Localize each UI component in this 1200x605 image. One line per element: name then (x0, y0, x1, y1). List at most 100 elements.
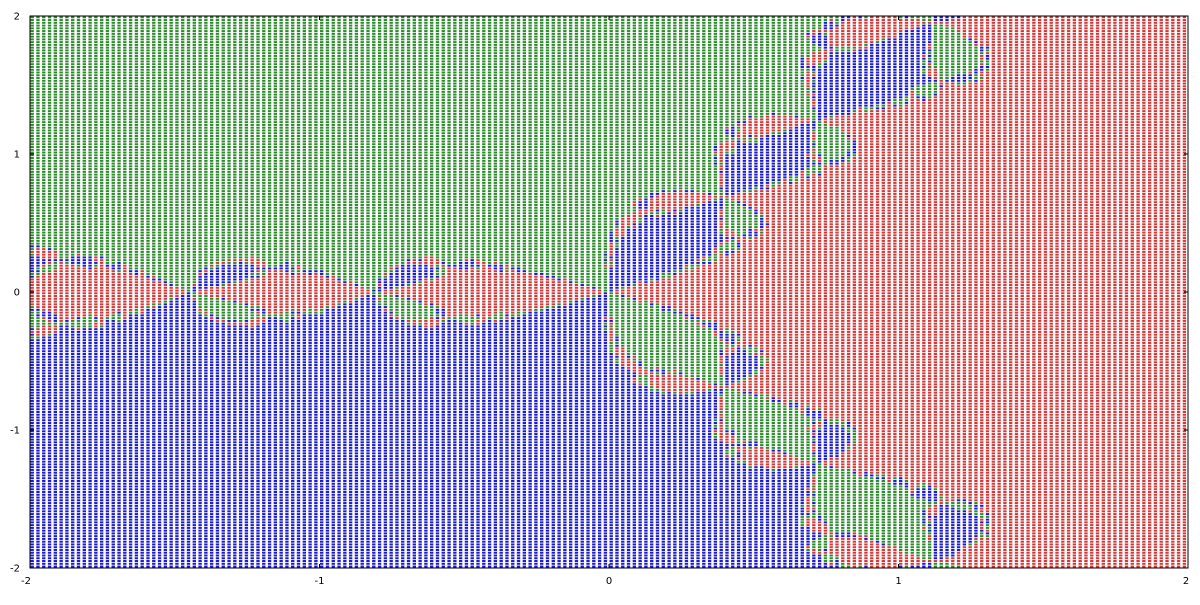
fractal-cell (1142, 16, 1145, 18)
fractal-cell (795, 66, 798, 68)
fractal-cell (1032, 72, 1035, 74)
fractal-cell (291, 36, 294, 38)
fractal-cell (748, 27, 751, 29)
fractal-cell (1021, 25, 1024, 27)
fractal-cell (557, 63, 560, 65)
fractal-cell (1183, 41, 1186, 43)
fractal-cell (997, 80, 1000, 82)
fractal-cell (511, 33, 514, 35)
fractal-cell (934, 80, 937, 82)
fractal-cell (575, 36, 578, 38)
fractal-cell (459, 80, 462, 82)
fractal-cell (372, 47, 375, 49)
fractal-cell (667, 30, 670, 32)
fractal-cell (528, 58, 531, 60)
fractal-cell (42, 47, 45, 49)
fractal-cell (662, 77, 665, 79)
fractal-cell (1055, 16, 1058, 18)
fractal-cell (499, 19, 502, 21)
fractal-cell (1142, 83, 1145, 85)
fractal-cell (83, 33, 86, 35)
fractal-cell (239, 77, 242, 79)
fractal-cell (222, 60, 225, 62)
fractal-cell (488, 63, 491, 65)
fractal-cell (806, 63, 809, 65)
fractal-cell (488, 27, 491, 29)
fractal-cell (882, 60, 885, 62)
fractal-cell (922, 49, 925, 51)
fractal-cell (135, 49, 138, 51)
fractal-cell (442, 69, 445, 71)
fractal-cell (957, 83, 960, 85)
fractal-cell (262, 33, 265, 35)
fractal-cell (471, 49, 474, 51)
fractal-cell (1067, 80, 1070, 82)
fractal-cell (308, 69, 311, 71)
fractal-cell (222, 77, 225, 79)
fractal-cell (1055, 22, 1058, 24)
fractal-cell (702, 30, 705, 32)
fractal-cell (610, 83, 613, 85)
fractal-cell (922, 63, 925, 65)
fractal-cell (957, 55, 960, 57)
fractal-cell (366, 55, 369, 57)
fractal-cell (141, 44, 144, 46)
fractal-cell (777, 77, 780, 79)
fractal-cell (801, 30, 804, 32)
fractal-cell (471, 36, 474, 38)
fractal-cell (36, 63, 39, 65)
fractal-cell (245, 69, 248, 71)
fractal-cell (395, 25, 398, 27)
fractal-cell (239, 22, 242, 24)
fractal-cell (922, 30, 925, 32)
fractal-cell (268, 58, 271, 60)
fractal-cell (951, 25, 954, 27)
fractal-cell (667, 44, 670, 46)
fractal-cell (274, 77, 277, 79)
fractal-cell (720, 33, 723, 35)
fractal-cell (1183, 52, 1186, 54)
fractal-cell (389, 60, 392, 62)
fractal-cell (777, 69, 780, 71)
fractal-cell (355, 47, 358, 49)
fractal-cell (94, 80, 97, 82)
fractal-cell (424, 58, 427, 60)
fractal-cell (940, 63, 943, 65)
fractal-cell (152, 33, 155, 35)
fractal-cell (430, 36, 433, 38)
fractal-cell (957, 47, 960, 49)
fractal-cell (274, 80, 277, 82)
fractal-cell (887, 52, 890, 54)
fractal-cell (112, 30, 115, 32)
fractal-cell (783, 47, 786, 49)
fractal-cell (772, 83, 775, 85)
fractal-cell (349, 49, 352, 51)
fractal-cell (175, 80, 178, 82)
fractal-cell (592, 41, 595, 43)
fractal-cell (696, 25, 699, 27)
fractal-cell (1154, 72, 1157, 74)
fractal-cell (59, 80, 62, 82)
fractal-cell (59, 16, 62, 18)
fractal-cell (720, 66, 723, 68)
fractal-cell (407, 33, 410, 35)
fractal-cell (1113, 49, 1116, 51)
fractal-cell (864, 22, 867, 24)
fractal-cell (465, 58, 468, 60)
fractal-cell (806, 80, 809, 82)
fractal-cell (181, 41, 184, 43)
fractal-cell (667, 69, 670, 71)
fractal-cell (581, 30, 584, 32)
fractal-cell (355, 69, 358, 71)
fractal-cell (887, 58, 890, 60)
fractal-cell (297, 16, 300, 18)
fractal-cell (511, 36, 514, 38)
fractal-cell (754, 83, 757, 85)
fractal-cell (563, 63, 566, 65)
fractal-cell (1171, 58, 1174, 60)
fractal-cell (210, 72, 213, 74)
fractal-cell (517, 36, 520, 38)
fractal-cell (1160, 16, 1163, 18)
fractal-cell (1009, 25, 1012, 27)
fractal-cell (378, 66, 381, 68)
